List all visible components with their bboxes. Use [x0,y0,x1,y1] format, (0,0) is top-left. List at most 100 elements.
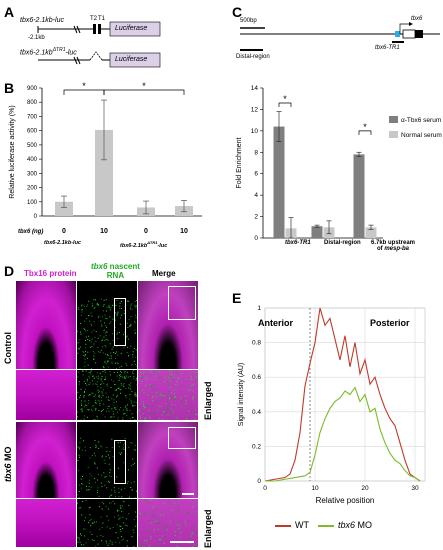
c-sig-bracket-1 [278,102,292,107]
mo-rna-roi [114,440,126,484]
c-bar [353,154,365,238]
group1-label: tbx6-2.1kb-luc [44,240,81,246]
mo-merge-enlarged [138,499,198,547]
b-y-tick-label: 400 [27,157,38,163]
mo-merge-roi [168,427,196,449]
construct1-t1: T1 [98,16,106,22]
b-sig-bracket-2 [103,89,185,95]
b-dose-label: 0 [144,228,148,235]
panel-c-locus [240,22,440,51]
rna-speckles [77,298,137,369]
c-y-tick-label: 8 [254,149,258,156]
control-tbx16-enlarged [16,370,76,420]
construct1-reporter: Luciferase [115,25,148,32]
panel-e-label: E [232,290,242,306]
b-dose-label: 10 [100,228,108,235]
control-rna-image [77,281,137,369]
rna-speckles [138,370,198,420]
c-y-tick-label: 4 [254,192,258,199]
dose-row-label: tbx6 (ng) [18,229,44,235]
panel-b-label: B [4,80,15,96]
b-y-axis-label: Relative luciferase activity (%) [9,105,16,198]
legend-mo-label: tbx6 MO [338,520,373,530]
enlarged2-label: Enlarged [203,509,213,548]
cat1-label: tbx6-TR1 [285,240,311,246]
panel-a-diagram [37,21,161,68]
panel-c-chart: 0 2 4 6 8 10 12 14 Fold Enrichment * * α-Tbx6 serum… [236,85,442,242]
legend-wt-swatch [275,525,291,527]
b-dose-label: 10 [180,228,188,235]
b-y-tick-label: 800 [27,100,38,106]
panel-c-label: C [232,4,243,20]
c-y-axis-label: Fold Enrichment [236,137,243,188]
mo-tbx16-image [16,422,76,498]
construct2-reporter: Luciferase [115,56,148,63]
rna-speckles [77,437,137,498]
e-y-tick-label: 0.2 [252,443,261,450]
e-x-axis-label: Relative position [316,496,375,505]
b-bar [55,201,73,216]
b-y-tick-label: 0 [34,214,38,220]
control-merge-enlarged [138,370,198,420]
rna-speckles [138,499,198,547]
c-bar [273,126,285,238]
construct2-name: tbx6-2.1kbΔTR1-luc [20,47,77,57]
c-y-tick-label: 14 [251,85,259,92]
e-x-tick-label: 30 [411,485,419,492]
control-rna-roi [114,298,126,346]
rna-speckles [77,500,137,547]
e-plot-frame [264,307,426,482]
tr1-label: tbx6-TR1 [375,45,400,51]
construct1-name: tbx6-2.1kb-luc [20,17,64,24]
col2-header: tbx6 nascent RNA [91,262,140,280]
e-x-tick-label: 10 [311,485,319,492]
cat2-label: Distal-region [324,240,361,246]
control-rna-enlarged [77,370,137,420]
c-y-tick-label: 6 [254,171,258,178]
b-y-tick-label: 100 [27,200,38,206]
e-y-tick-label: 0.6 [252,374,261,381]
c-y-tick-label: 0 [254,235,258,242]
e-x-tick-label: 20 [361,485,369,492]
e-x-tick-label: 0 [263,485,267,492]
b-dose-label: 0 [62,228,66,235]
row-mo-label: tbx6 MO [3,446,13,482]
row-control-label: Control [3,332,13,364]
anterior-label: Anterior [258,318,294,328]
mo-rna-image [77,422,137,498]
construct1-start: -2.1kb [28,35,45,41]
mo-rna-enlarged [77,499,137,547]
b-y-tick-label: 900 [27,86,38,92]
e-y-tick-label: 0 [257,478,261,485]
e-y-tick-label: 0.4 [252,409,261,416]
c-y-tick-label: 12 [251,106,259,113]
c-sig-bracket-2 [358,130,372,135]
c-y-tick-label: 2 [254,214,258,221]
e-y-tick-label: 1 [257,305,261,312]
e-y-tick-label: 0.8 [252,340,261,347]
control-merge-roi [168,286,196,320]
distal-region-label: Distal-region [236,54,270,60]
b-y-tick-label: 300 [27,171,38,177]
cat3-label: 6.7kb upstream of mesp-ba [371,240,416,252]
col3-header: Merge [152,269,176,278]
scale-bar-1 [182,493,194,495]
c-sig-star-1: * [283,94,287,104]
e-mo-line [265,386,421,482]
c-y-tick-label: 10 [251,128,259,135]
scale-bar-label: 500bp [240,18,257,24]
construct1-t2: T2 [90,16,98,22]
enlarged1-label: Enlarged [203,381,213,420]
panel-a-label: A [4,4,15,20]
b-sig-star-2: * [142,81,146,91]
mo-tbx16-enlarged [16,499,76,547]
c-sig-star-2: * [363,122,367,132]
legend-mo-swatch [318,525,334,527]
e-y-axis-label: Signal intensity (AU) [238,363,245,426]
e-wt-line [264,307,421,482]
legend-wt-label: WT [295,520,309,530]
col1-header: Tbx16 protein [24,269,77,278]
c-legend-label: α-Tbx6 serum [401,117,441,124]
